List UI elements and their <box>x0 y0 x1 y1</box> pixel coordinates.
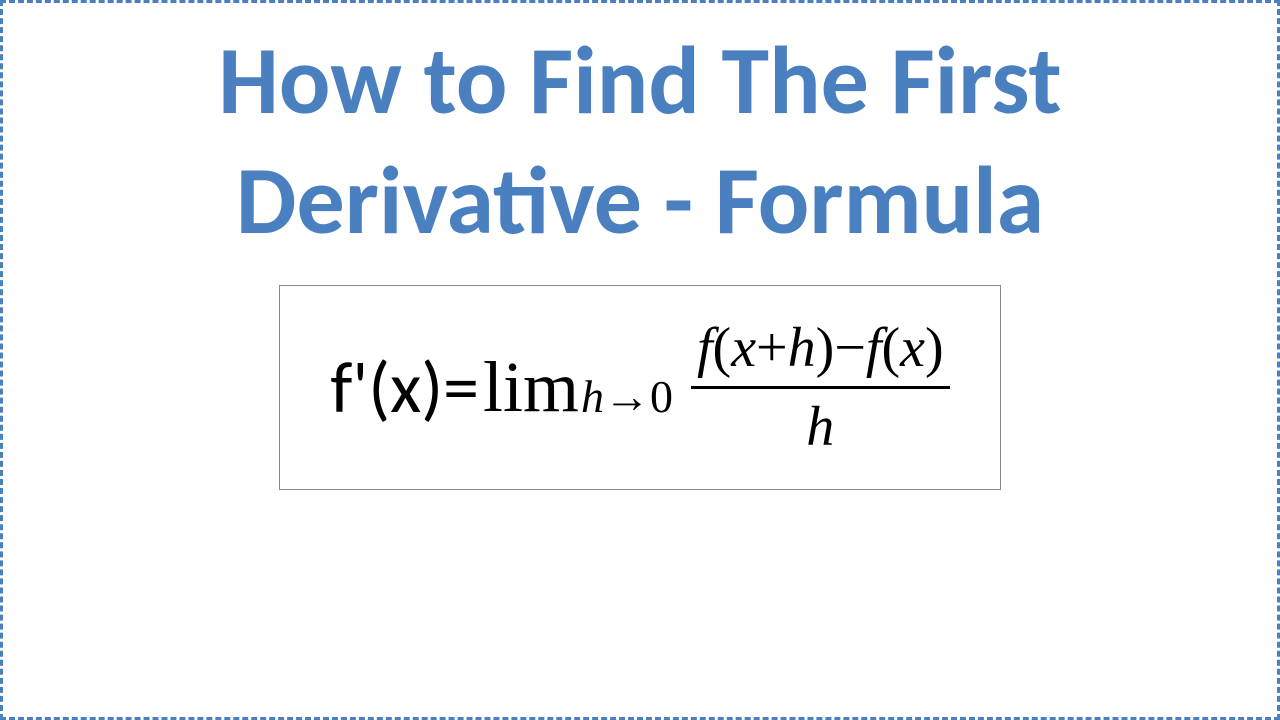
slide-container: How to Find The First Derivative - Formu… <box>0 0 1280 720</box>
slide-title: How to Find The First Derivative - Formu… <box>218 21 1061 261</box>
num-f1: f <box>697 317 713 379</box>
num-minus: − <box>834 317 866 379</box>
num-h1: h <box>788 317 816 379</box>
formula-lhs: f'(x)= <box>330 344 479 432</box>
lim-text: lim <box>483 346 579 429</box>
num-x2: x <box>900 317 925 379</box>
fraction: f(x+h)−f(x) h <box>691 316 950 459</box>
denominator: h <box>800 395 840 459</box>
lim-subscript: h→0 <box>581 370 673 423</box>
num-close2: ) <box>925 317 944 379</box>
title-line-1: How to Find The First <box>218 21 1061 141</box>
num-x1: x <box>731 317 756 379</box>
fraction-line <box>691 386 950 389</box>
num-f2: f <box>866 317 882 379</box>
num-plus: + <box>756 317 788 379</box>
numerator: f(x+h)−f(x) <box>691 316 950 380</box>
formula-box: f'(x)= lim h→0 f(x+h)−f(x) h <box>279 285 1000 490</box>
title-line-2: Derivative - Formula <box>218 141 1061 261</box>
num-close1: ) <box>816 317 835 379</box>
lim-sub-zero: 0 <box>650 371 673 422</box>
derivative-formula: f'(x)= lim h→0 f(x+h)−f(x) h <box>330 316 949 459</box>
lim-sub-arrow: → <box>604 371 650 422</box>
num-open2: ( <box>881 317 900 379</box>
num-open1: ( <box>713 317 732 379</box>
limit-expression: lim h→0 <box>483 346 673 429</box>
lim-sub-h: h <box>581 371 604 422</box>
